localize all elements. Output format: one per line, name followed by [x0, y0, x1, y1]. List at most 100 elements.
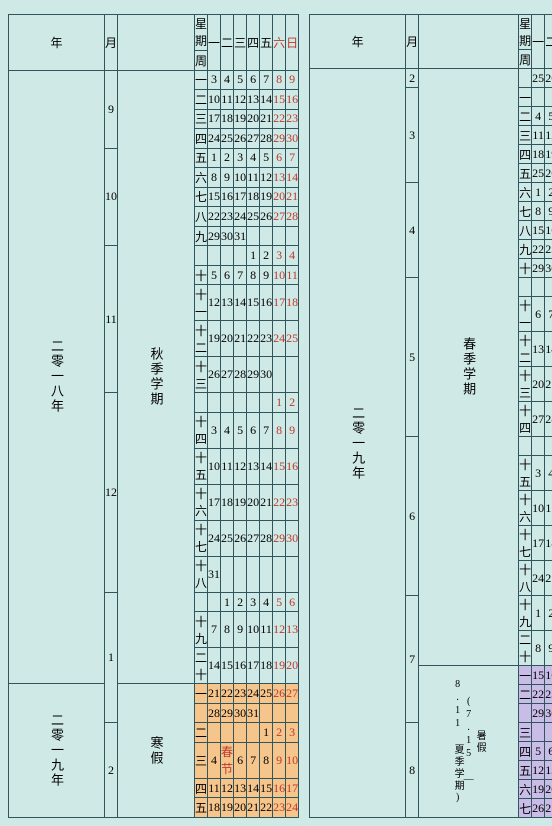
day-cell: 13 — [286, 612, 299, 648]
day-cell: 18 — [208, 798, 221, 818]
week-label: 十 — [519, 259, 532, 278]
hdr-blank — [419, 15, 519, 69]
day-cell: 11 — [532, 126, 545, 145]
day-cell: 23 — [286, 109, 299, 129]
week-label: 十七 — [519, 526, 532, 561]
week-label: 二十 — [519, 631, 532, 666]
day-cell: 29 — [221, 703, 234, 723]
day-cell: 13 — [532, 332, 545, 367]
day-cell: 29 — [247, 357, 260, 393]
day-cell: 16 — [286, 90, 299, 110]
day-cell — [286, 703, 299, 723]
month-label: 11 — [105, 246, 118, 393]
day-cell: 16 — [221, 187, 234, 207]
week-label: 七 — [519, 799, 532, 818]
hdr-d3: 三 — [234, 15, 247, 71]
hdr-weekday: 星期 — [519, 15, 532, 50]
day-cell: 17 — [208, 109, 221, 129]
week-label: 七 — [519, 202, 532, 221]
day-cell: 25 — [532, 69, 545, 88]
week-label: 五 — [195, 148, 208, 168]
day-cell: 4 — [532, 107, 545, 126]
week-label: 八 — [519, 221, 532, 240]
day-cell: 19 — [234, 109, 247, 129]
day-cell: 29 — [532, 259, 545, 278]
hdr-d1: 一 — [208, 15, 221, 71]
day-cell: 26 — [234, 520, 247, 556]
week-label: 八 — [195, 207, 208, 227]
day-cell — [221, 393, 234, 413]
day-cell: 16 — [545, 221, 552, 240]
day-cell: 12 — [273, 612, 286, 648]
day-cell: 11 — [286, 265, 299, 285]
day-cell: 26 — [208, 357, 221, 393]
day-cell: 15 — [208, 187, 221, 207]
day-cell: 12 — [221, 778, 234, 798]
day-cell — [247, 556, 260, 592]
week-label: 十八 — [519, 561, 532, 596]
hdr-weeknum: 周 — [195, 50, 208, 70]
day-cell — [286, 556, 299, 592]
day-cell: 27 — [273, 207, 286, 227]
day-cell: 30 — [221, 226, 234, 246]
day-cell: 2 — [545, 183, 552, 202]
hdr-blank — [118, 15, 195, 71]
week-label — [519, 278, 532, 297]
week-label: 二十 — [195, 648, 208, 684]
day-cell: 10 — [208, 448, 221, 484]
day-cell: 22 — [532, 685, 545, 704]
day-cell: 7 — [234, 265, 247, 285]
day-cell: 1 — [208, 148, 221, 168]
day-cell: 25 — [545, 561, 552, 596]
season-autumn: 秋季学期 — [118, 70, 195, 684]
week-label: 十四 — [519, 402, 532, 437]
day-cell: 23 — [286, 484, 299, 520]
day-cell: 3 — [286, 723, 299, 743]
day-cell: 16 — [273, 778, 286, 798]
day-cell: 12 — [234, 90, 247, 110]
day-cell: 10 — [247, 612, 260, 648]
day-cell: 17 — [247, 648, 260, 684]
week-label: 十三 — [195, 357, 208, 393]
day-cell: 8 — [221, 612, 234, 648]
week-label: 六 — [519, 183, 532, 202]
day-cell — [234, 723, 247, 743]
day-cell — [545, 88, 552, 107]
day-cell: 10 — [208, 90, 221, 110]
day-cell: 2 — [545, 596, 552, 631]
year-label-2019: 二零一九年 — [9, 684, 105, 818]
hdr-d1: 一 — [532, 15, 545, 69]
day-cell — [260, 703, 273, 723]
day-cell: 1 — [532, 183, 545, 202]
day-cell: 5 — [260, 148, 273, 168]
hdr-year: 年 — [9, 15, 105, 71]
hdr-d6: 六 — [273, 15, 286, 71]
week-label: 九 — [195, 226, 208, 246]
day-cell: 25 — [260, 684, 273, 704]
day-cell: 3 — [208, 412, 221, 448]
day-cell — [247, 226, 260, 246]
day-cell — [273, 357, 286, 393]
week-label: 二 — [195, 90, 208, 110]
day-cell: 20 — [221, 321, 234, 357]
week-label: 五 — [519, 761, 532, 780]
day-cell: 15 — [532, 666, 545, 685]
day-cell — [532, 88, 545, 107]
week-label — [519, 69, 532, 88]
day-cell: 17 — [208, 484, 221, 520]
day-cell: 6 — [545, 742, 552, 761]
day-cell: 17 — [273, 285, 286, 321]
day-cell: 8 — [208, 168, 221, 188]
day-cell — [532, 723, 545, 742]
day-cell: 14 — [260, 90, 273, 110]
day-cell — [286, 226, 299, 246]
week-label: 十一 — [195, 285, 208, 321]
hdr-weekday: 星期 — [195, 15, 208, 51]
hdr-d2: 二 — [545, 15, 552, 69]
day-cell: 15 — [273, 90, 286, 110]
day-cell: 11 — [221, 90, 234, 110]
day-cell: 9 — [273, 742, 286, 778]
day-cell — [208, 723, 221, 743]
day-cell: 15 — [260, 778, 273, 798]
hdr-year: 年 — [310, 15, 406, 69]
